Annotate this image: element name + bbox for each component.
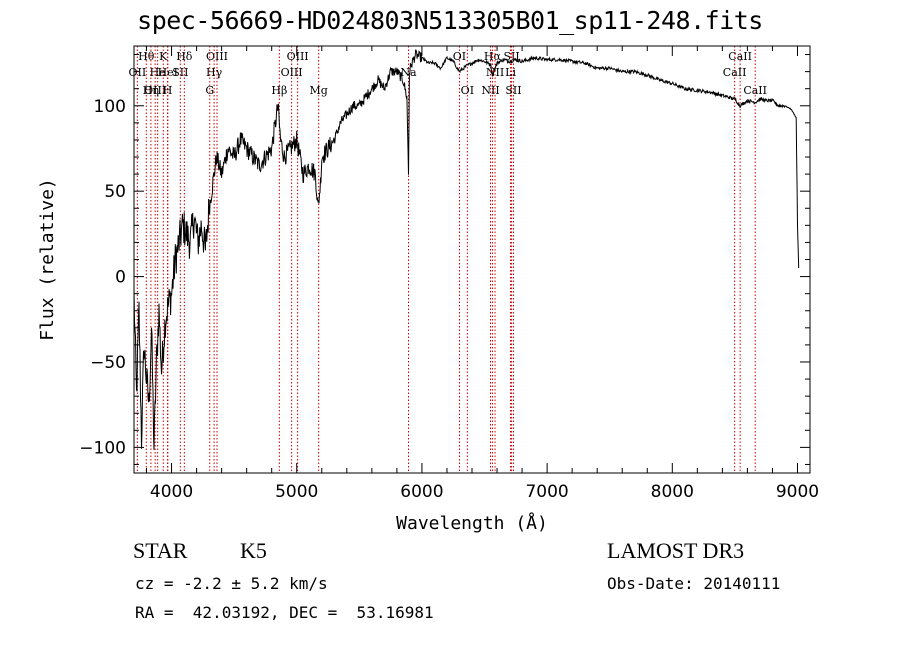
- x-tick-label: 4000: [150, 482, 193, 502]
- line-marker-label: NII: [481, 84, 499, 97]
- y-axis-label: Flux (relative): [37, 178, 58, 341]
- line-marker-label: NII: [486, 66, 504, 79]
- y-tick-label: −50: [90, 353, 126, 373]
- line-marker-label: OII: [129, 66, 147, 79]
- obs-date-label: Obs-Date: 20140111: [607, 574, 781, 593]
- line-marker-label: Hη: [143, 84, 159, 97]
- y-tick-label: 0: [115, 268, 126, 288]
- line-marker-label: Hθ: [138, 50, 155, 63]
- line-marker-label: Hβ: [271, 84, 287, 97]
- x-tick-label: 5000: [275, 482, 318, 502]
- line-marker-label: SII: [505, 84, 521, 97]
- spectrum-line: [134, 49, 800, 450]
- object-subclass: K5: [240, 538, 267, 563]
- line-marker-label: Hγ: [206, 66, 223, 79]
- x-axis-label: Wavelength (Å): [396, 512, 548, 534]
- x-tick-label: 7000: [525, 482, 568, 502]
- line-marker-label: H: [163, 84, 173, 97]
- line-marker-label: OIII: [287, 50, 309, 63]
- line-marker-label: CaII: [723, 66, 747, 79]
- line-marker-label: OI: [453, 50, 466, 63]
- line-marker-label: G: [205, 84, 214, 97]
- line-marker-label: K: [159, 50, 168, 63]
- line-marker-label: OIII: [144, 84, 166, 97]
- line-marker-label: CaII: [743, 84, 767, 97]
- line-marker-label: Hδ: [176, 50, 193, 63]
- line-marker-label: HeI: [158, 66, 178, 79]
- line-marker-label: OI: [461, 84, 474, 97]
- y-tick-label: −100: [79, 438, 126, 458]
- x-tick-label: 8000: [651, 482, 694, 502]
- y-tick-label: 50: [104, 182, 126, 202]
- x-tick-label: 9000: [776, 482, 819, 502]
- survey-label: LAMOST DR3: [607, 538, 745, 563]
- line-marker-label: CaII: [728, 50, 752, 63]
- object-class: STAR: [133, 538, 188, 563]
- chart-title: spec-56669-HD024803N513305B01_sp11-248.f…: [137, 6, 763, 35]
- line-marker-label: Li: [505, 66, 516, 79]
- line-marker-label: SII: [172, 66, 188, 79]
- line-marker-label: OIII: [206, 50, 228, 63]
- line-marker-label: He: [150, 66, 166, 79]
- y-tick-label: 100: [94, 97, 126, 117]
- line-marker-label: Na: [400, 66, 417, 79]
- x-tick-label: 6000: [400, 482, 443, 502]
- line-marker-label: OIII: [281, 66, 303, 79]
- line-marker-label: Mg: [309, 84, 327, 97]
- line-marker-label: Hα: [484, 50, 502, 63]
- redshift-label: cz = -2.2 ± 5.2 km/s: [135, 574, 328, 593]
- plot-frame: [133, 45, 811, 474]
- ra-dec-label: RA = 42.03192, DEC = 53.16981: [135, 603, 434, 622]
